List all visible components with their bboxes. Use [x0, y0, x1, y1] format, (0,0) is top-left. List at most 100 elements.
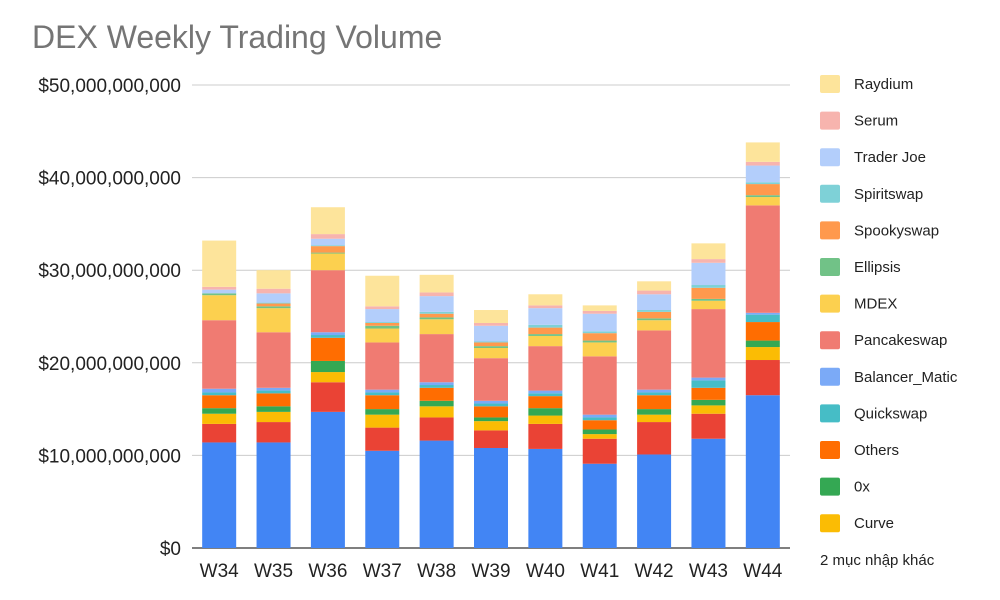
bar-segment[interactable] [256, 422, 291, 443]
bar-segment[interactable] [582, 420, 617, 430]
bar-segment[interactable] [745, 360, 780, 396]
bar-segment[interactable] [365, 322, 400, 326]
bar-segment[interactable] [202, 293, 237, 296]
bar-segment[interactable] [256, 390, 291, 394]
bar-segment[interactable] [582, 438, 617, 464]
bar-segment[interactable] [691, 285, 726, 288]
bar-segment[interactable] [745, 184, 780, 196]
bar-segment[interactable] [745, 322, 780, 341]
bar-segment[interactable] [474, 417, 508, 422]
bar-segment[interactable] [528, 390, 563, 394]
legend-item[interactable]: MDEX [820, 294, 897, 313]
bar-segment[interactable] [256, 411, 291, 423]
bar-segment[interactable] [745, 347, 780, 361]
bar-segment[interactable] [365, 342, 400, 390]
bar-segment[interactable] [256, 393, 291, 407]
bar-segment[interactable] [310, 332, 345, 336]
bar-segment[interactable] [528, 327, 563, 335]
bar-segment[interactable] [256, 442, 291, 548]
bar-segment[interactable] [256, 308, 291, 333]
bar-segment[interactable] [365, 322, 400, 323]
bar-segment[interactable] [419, 311, 454, 314]
bar-segment[interactable] [745, 340, 780, 348]
bar-segment[interactable] [745, 195, 780, 198]
bar-segment[interactable] [637, 392, 672, 396]
bar-segment[interactable] [637, 395, 672, 410]
bar-segment[interactable] [310, 207, 345, 235]
bar-segment[interactable] [202, 286, 237, 290]
bar-segment[interactable] [310, 234, 345, 239]
bar-segment[interactable] [474, 406, 508, 418]
bar-segment[interactable] [419, 400, 454, 407]
bar-segment[interactable] [637, 409, 672, 415]
bar-segment[interactable] [691, 262, 726, 286]
bar-segment[interactable] [691, 259, 726, 263]
bar-segment[interactable] [365, 306, 400, 310]
bar-segment[interactable] [691, 438, 726, 548]
legend-item[interactable]: 0x [820, 477, 870, 496]
bar-segment[interactable] [528, 335, 563, 347]
bar-segment[interactable] [474, 347, 508, 359]
bar-segment[interactable] [256, 270, 291, 289]
bar-segment[interactable] [691, 377, 726, 381]
bar-segment[interactable] [474, 421, 508, 431]
legend-item[interactable]: Serum [820, 111, 898, 130]
bar-segment[interactable] [419, 387, 454, 401]
bar-segment[interactable] [256, 288, 291, 294]
bar-segment[interactable] [419, 292, 454, 297]
bar-segment[interactable] [691, 405, 726, 414]
legend-item[interactable]: Balancer_Matic [820, 367, 958, 386]
bar-segment[interactable] [202, 423, 237, 443]
bar-segment[interactable] [202, 320, 237, 389]
bar-segment[interactable] [474, 322, 508, 326]
bar-segment[interactable] [310, 337, 345, 361]
bar-segment[interactable] [419, 319, 454, 335]
bar-segment[interactable] [202, 395, 237, 409]
bar-segment[interactable] [582, 305, 617, 311]
bar-segment[interactable] [637, 318, 672, 321]
legend-item[interactable]: Ellipsis [820, 258, 901, 276]
bar-segment[interactable] [528, 415, 563, 424]
bar-segment[interactable] [691, 399, 726, 406]
bar-segment[interactable] [474, 310, 508, 323]
bar-segment[interactable] [202, 442, 237, 548]
bar-segment[interactable] [528, 294, 563, 306]
bar-segment[interactable] [637, 294, 672, 311]
bar-segment[interactable] [202, 388, 237, 393]
bar-segment[interactable] [256, 306, 291, 309]
bar-segment[interactable] [691, 387, 726, 400]
bar-segment[interactable] [745, 197, 780, 206]
bar-segment[interactable] [256, 293, 291, 303]
bar-segment[interactable] [365, 309, 400, 323]
bar-segment[interactable] [582, 414, 617, 418]
bar-segment[interactable] [365, 328, 400, 343]
bar-segment[interactable] [474, 341, 508, 343]
bar-segment[interactable] [256, 387, 291, 391]
bar-segment[interactable] [582, 417, 617, 421]
bar-segment[interactable] [474, 358, 508, 401]
bar-segment[interactable] [419, 274, 454, 293]
bar-segment[interactable] [474, 430, 508, 448]
bar-segment[interactable] [637, 311, 672, 319]
bar-segment[interactable] [365, 414, 400, 428]
bar-segment[interactable] [419, 406, 454, 418]
bar-segment[interactable] [528, 324, 563, 328]
bar-segment[interactable] [582, 434, 617, 439]
bar-segment[interactable] [637, 454, 672, 548]
bar-segment[interactable] [528, 305, 563, 309]
bar-segment[interactable] [637, 281, 672, 291]
bar-segment[interactable] [745, 312, 780, 315]
legend-item[interactable]: Quickswap [820, 404, 927, 423]
bar-segment[interactable] [310, 335, 345, 338]
bar-segment[interactable] [637, 310, 672, 312]
bar-segment[interactable] [474, 325, 508, 342]
bar-segment[interactable] [419, 334, 454, 383]
bar-segment[interactable] [582, 310, 617, 314]
bar-segment[interactable] [419, 317, 454, 320]
bar-segment[interactable] [310, 238, 345, 246]
legend-more-entries[interactable]: 2 mục nhập khác [820, 552, 935, 569]
bar-segment[interactable] [637, 422, 672, 455]
bar-segment[interactable] [365, 325, 400, 329]
bar-segment[interactable] [419, 385, 454, 388]
bar-segment[interactable] [310, 245, 345, 247]
